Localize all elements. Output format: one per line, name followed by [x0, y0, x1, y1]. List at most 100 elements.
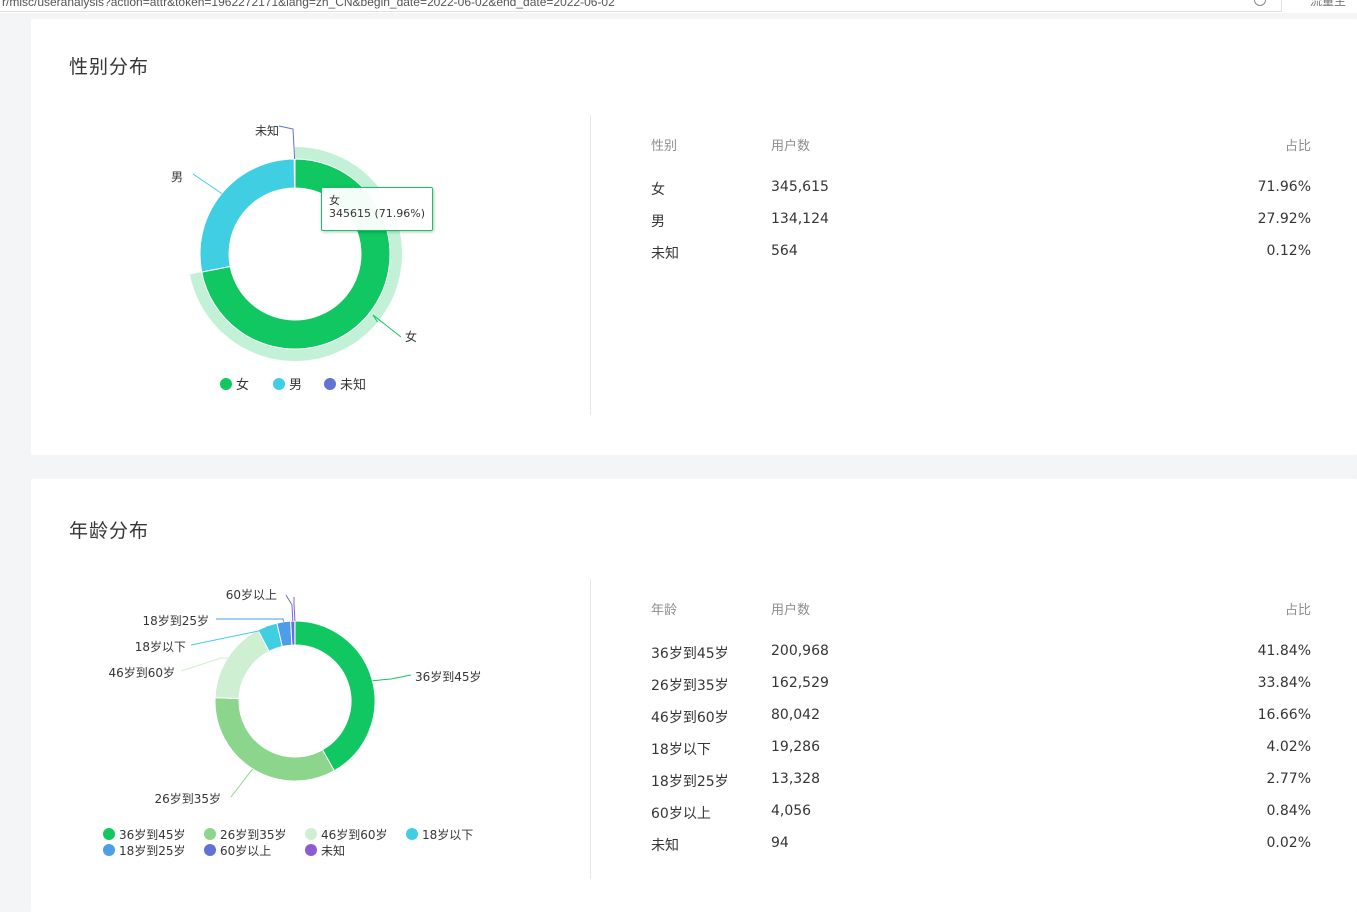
- side-tab-label[interactable]: 流量主: [1310, 0, 1347, 8]
- chart-tooltip: 女 345615 (71.96%): [321, 187, 433, 231]
- legend-label[interactable]: 46岁到60岁: [321, 827, 388, 842]
- legend-marker[interactable]: [103, 828, 115, 840]
- row-pct: 2.77%: [1266, 771, 1311, 787]
- header-ratio: 占比: [1284, 603, 1311, 618]
- slice-label: 18岁以下: [135, 639, 186, 654]
- legend-marker[interactable]: [305, 828, 317, 840]
- row-label: 26岁到35岁: [651, 678, 729, 694]
- tooltip-value: 345615 (71.96%): [329, 207, 426, 220]
- legend-label[interactable]: 60岁以上: [220, 843, 271, 858]
- row-pct: 0.12%: [1266, 243, 1311, 259]
- row-label: 60岁以上: [651, 806, 711, 822]
- row-label: 未知: [651, 246, 679, 262]
- leader-line: [190, 625, 269, 646]
- slice-label: 男: [171, 170, 183, 184]
- leader-line: [180, 657, 228, 672]
- slice-label: 女: [405, 329, 417, 344]
- table-row: 未知 94 0.02%: [651, 835, 1311, 867]
- legend-label[interactable]: 未知: [321, 844, 345, 858]
- table-row: 46岁到60岁 80,042 16.66%: [651, 707, 1311, 739]
- legend-label[interactable]: 女: [236, 377, 249, 393]
- leader-line: [372, 674, 412, 682]
- row-pct: 71.96%: [1257, 179, 1311, 195]
- age-donut-chart[interactable]: 36岁到45岁26岁到35岁46岁到60岁18岁以下18岁到25岁60岁以上未知…: [31, 479, 591, 912]
- gender-card-title: 性别分布: [69, 56, 150, 78]
- header-ratio: 占比: [1284, 139, 1311, 154]
- donut-slice-1[interactable]: [214, 697, 335, 782]
- legend-label[interactable]: 18岁以下: [422, 827, 473, 842]
- legend-marker[interactable]: [204, 844, 216, 856]
- row-pct: 16.66%: [1257, 707, 1311, 723]
- row-pct: 0.02%: [1266, 835, 1311, 851]
- gender-donut-chart[interactable]: 女男未知女男未知: [31, 19, 591, 455]
- row-count: 564: [771, 243, 798, 259]
- legend-marker[interactable]: [204, 828, 216, 840]
- donut-slice-2[interactable]: [293, 158, 296, 189]
- donut-slice-2[interactable]: [214, 629, 270, 700]
- header-user-count: 用户数: [771, 139, 811, 154]
- leader-line: [230, 768, 254, 798]
- url-field[interactable]: r/misc/useranalysis?action=attr&token=19…: [0, 0, 1282, 12]
- row-count: 80,042: [771, 707, 820, 723]
- header-age: 年龄: [651, 603, 678, 618]
- leader-line: [278, 125, 296, 160]
- row-count: 19,286: [771, 739, 820, 755]
- leader-line: [293, 597, 296, 622]
- leader-line: [192, 173, 222, 195]
- table-header-row: 年龄 用户数 占比: [651, 599, 1311, 618]
- legend-label[interactable]: 男: [289, 378, 302, 393]
- table-row: 男 134,124 27.92%: [651, 211, 1311, 243]
- legend-marker[interactable]: [220, 378, 232, 390]
- table-row: 18岁以下 19,286 4.02%: [651, 739, 1311, 771]
- table-row: 26岁到35岁 162,529 33.84%: [651, 675, 1311, 707]
- row-pct: 41.84%: [1257, 643, 1311, 659]
- leader-line: [216, 618, 285, 622]
- row-pct: 33.84%: [1257, 675, 1311, 691]
- row-label: 未知: [651, 838, 679, 854]
- row-label: 18岁以下: [651, 742, 711, 758]
- table-row: 未知 564 0.12%: [651, 243, 1311, 275]
- slice-label: 18岁到25岁: [142, 613, 209, 628]
- header-gender: 性别: [651, 139, 678, 154]
- slice-label: 26岁到35岁: [154, 791, 221, 806]
- slice-label: 46岁到60岁: [108, 665, 175, 680]
- table-row: 女 345,615 71.96%: [651, 179, 1311, 211]
- row-count: 345,615: [771, 179, 829, 195]
- browser-address-bar: r/misc/useranalysis?action=attr&token=19…: [0, 0, 1357, 13]
- table-row: 60岁以上 4,056 0.84%: [651, 803, 1311, 835]
- row-count: 162,529: [771, 675, 829, 691]
- card-divider: [590, 115, 591, 415]
- slice-label: 未知: [255, 124, 279, 138]
- row-pct: 0.84%: [1266, 803, 1311, 819]
- legend-marker[interactable]: [273, 378, 285, 390]
- row-count: 94: [771, 835, 789, 851]
- gender-table: 性别 用户数 占比 女 345,615 71.96% 男 134,124 27.…: [651, 135, 1311, 275]
- gender-distribution-card: 性别分布 女男未知女男未知 女 345615 (71.96%) 性别 用户数 占…: [31, 19, 1357, 455]
- legend-label[interactable]: 未知: [340, 377, 366, 393]
- row-label: 18岁到25岁: [651, 774, 729, 790]
- tooltip-name: 女: [329, 194, 340, 207]
- leader-line: [285, 594, 294, 622]
- row-count: 4,056: [771, 803, 812, 819]
- row-count: 13,328: [771, 771, 820, 787]
- age-distribution-card: 年龄分布 36岁到45岁 26岁到35岁 46岁到60岁 18岁以下 18岁到25岁 60…: [31, 479, 1357, 912]
- donut-slice-5[interactable]: [290, 620, 296, 646]
- leader-line: [372, 314, 402, 338]
- row-label: 女: [651, 182, 665, 198]
- card-divider: [590, 579, 591, 879]
- legend-marker[interactable]: [103, 844, 115, 856]
- donut-slice-0[interactable]: [294, 620, 376, 772]
- header-user-count: 用户数: [771, 603, 811, 618]
- legend-label[interactable]: 36岁到45岁: [119, 827, 186, 842]
- donut-slice-1[interactable]: [199, 158, 296, 273]
- row-pct: 27.92%: [1257, 211, 1311, 227]
- legend-marker[interactable]: [305, 844, 317, 856]
- legend-marker[interactable]: [324, 378, 336, 390]
- table-row: 18岁到25岁 13,328 2.77%: [651, 771, 1311, 803]
- legend-label[interactable]: 18岁到25岁: [119, 843, 186, 858]
- slice-label: 60岁以上: [226, 587, 277, 602]
- row-label: 男: [651, 214, 665, 230]
- legend-label[interactable]: 26岁到35岁: [220, 827, 287, 842]
- age-table: 年龄 用户数 占比 36岁到45岁 200,968 41.84% 26岁到35岁…: [651, 599, 1311, 867]
- legend-marker[interactable]: [406, 828, 418, 840]
